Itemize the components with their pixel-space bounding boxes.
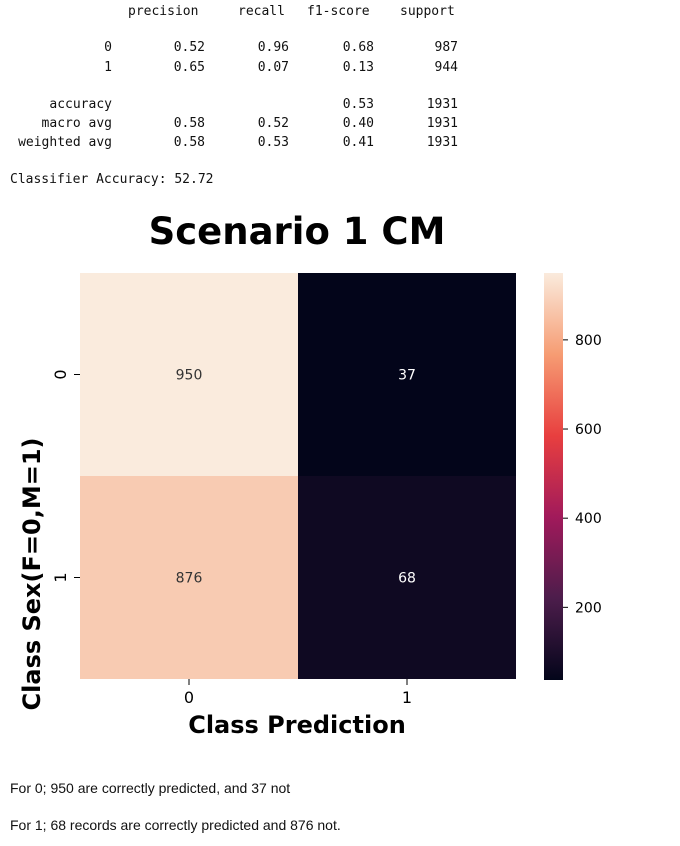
report-row-recall: 0.96 (257, 40, 289, 55)
report-row-f1: 0.13 (342, 60, 374, 75)
report-row-precision: 0.58 (173, 135, 205, 150)
classifier-accuracy: Classifier Accuracy: 52.72 (10, 172, 214, 187)
x-tick-label: 1 (402, 688, 412, 707)
colorbar (544, 273, 563, 680)
report-row-recall: 0.53 (257, 135, 289, 150)
report-row-support: 987 (434, 40, 458, 55)
colorbar-tick-label: 600 (575, 422, 602, 438)
report-row-label: macro avg (41, 116, 112, 131)
x-axis-label: Class Prediction (188, 711, 406, 739)
report-row-label: accuracy (49, 97, 112, 112)
report-header-recall: recall (238, 4, 285, 19)
report-row-precision: 0.58 (173, 116, 205, 131)
y-tick-label: 1 (51, 572, 70, 582)
report-row-f1: 0.40 (342, 116, 374, 131)
report-row-label: weighted avg (18, 135, 112, 150)
chart-title: Scenario 1 CM (149, 210, 446, 253)
heatmap-cell-value: 950 (176, 368, 203, 384)
report-row-support: 1931 (426, 135, 458, 150)
report-header-f1: f1-score (307, 4, 370, 19)
report-row-precision: 0.65 (173, 60, 205, 75)
report-row-support: 944 (434, 60, 458, 75)
report-row-label: 0 (104, 40, 112, 55)
report-row-recall: 0.52 (257, 116, 289, 131)
report-row-support: 1931 (426, 116, 458, 131)
report-row-f1: 0.41 (342, 135, 374, 150)
heatmap-cell (298, 476, 516, 679)
note-class-0: For 0; 950 are correctly predicted, and … (10, 780, 291, 796)
report-row-recall: 0.07 (257, 60, 289, 75)
report-header-support: support (400, 4, 455, 19)
colorbar-tick-label: 200 (575, 600, 602, 616)
y-axis: 01 (51, 369, 80, 583)
colorbar-tick-label: 400 (575, 511, 602, 527)
colorbar-ticks: 200 400 600 800 (563, 333, 602, 616)
colorbar-tick-label: 800 (575, 333, 602, 349)
y-tick-label: 0 (51, 369, 70, 379)
report-row-f1: 0.68 (342, 40, 374, 55)
report-header-precision: precision (128, 4, 199, 19)
x-tick-label: 0 (184, 688, 194, 707)
heatmap-cell (80, 273, 298, 476)
report-row-f1: 0.53 (342, 97, 374, 112)
heatmap-cell-value: 876 (176, 571, 203, 587)
heatmap-cell-value: 68 (398, 571, 416, 587)
heatmap-cells: 950 37 876 68 (80, 273, 516, 679)
heatmap-cell (80, 476, 298, 679)
report-row-precision: 0.52 (173, 40, 205, 55)
heatmap-cell (298, 273, 516, 476)
heatmap-cell-value: 37 (398, 368, 416, 384)
report-row-support: 1931 (426, 97, 458, 112)
y-axis-label: Class Sex(F=0,M=1) (18, 438, 46, 711)
note-class-1: For 1; 68 records are correctly predicte… (10, 817, 341, 833)
report-row-label: 1 (104, 60, 112, 75)
